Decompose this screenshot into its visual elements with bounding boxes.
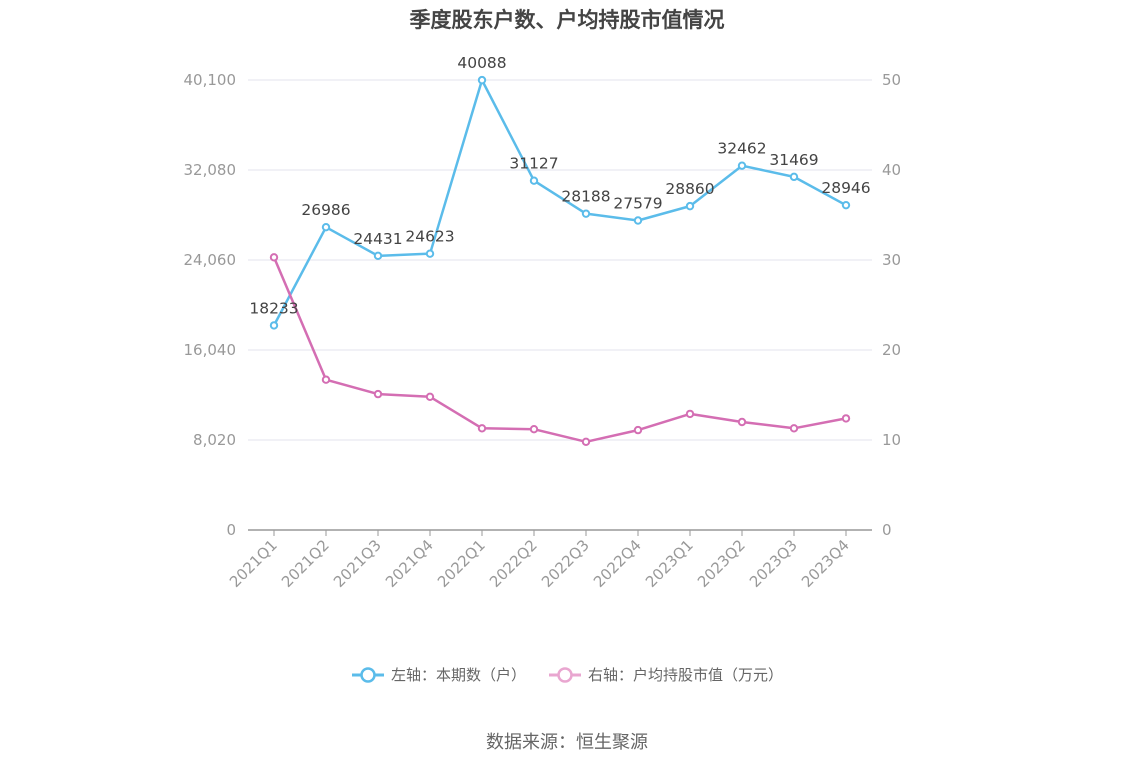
y-right-tick-label: 30: [882, 251, 901, 269]
x-tick-label: 2023Q3: [746, 536, 801, 591]
data-point-left: [789, 172, 799, 182]
x-tick-label: 2021Q1: [226, 536, 281, 591]
data-point-right: [581, 437, 591, 446]
data-point-right: [633, 425, 643, 435]
data-point-left: [373, 251, 383, 261]
data-point-left: [477, 75, 487, 85]
data-label-left: 28860: [665, 180, 714, 198]
y-left-tick-label: 24,060: [184, 251, 237, 269]
data-label-left: 27579: [613, 195, 662, 213]
series-line-left: [272, 78, 847, 326]
x-tick-label: 2023Q4: [798, 536, 853, 591]
data-point-left: [529, 176, 539, 185]
data-label-left: 31127: [509, 155, 558, 173]
x-tick-label: 2021Q4: [382, 536, 437, 591]
data-point-right: [841, 414, 851, 423]
data-label-left: 32462: [717, 140, 766, 158]
x-tick-label: 2021Q3: [330, 536, 385, 591]
data-point-left: [321, 222, 331, 232]
legend-label-left: 左轴：本期数（户）: [390, 666, 526, 684]
y-left-tick-label: 0: [226, 521, 236, 539]
grid-lines: [248, 79, 872, 441]
data-label-left: 40088: [457, 54, 506, 72]
data-point-left: [425, 249, 435, 258]
data-label-left: 28188: [561, 188, 610, 206]
data-label-left: 31469: [769, 151, 818, 169]
y-left-tick-label: 32,080: [184, 161, 237, 179]
series-lines: [269, 75, 851, 446]
series-line-right: [272, 256, 847, 444]
data-point-left: [269, 321, 279, 330]
legend-marker-right-icon: [549, 666, 581, 683]
y-left-tick-label: 16,040: [184, 341, 237, 359]
data-point-left: [633, 216, 643, 225]
data-label-left: 24623: [405, 228, 454, 246]
data-point-right: [321, 375, 331, 384]
y-right-tick-label: 50: [882, 71, 901, 89]
data-point-right: [477, 424, 487, 433]
x-tick-label: 2022Q1: [434, 536, 489, 591]
x-tick-label: 2023Q2: [694, 536, 749, 591]
legend: 左轴：本期数（户） 右轴：户均持股市值（万元）: [0, 664, 1134, 685]
y-right-tick-label: 20: [882, 341, 901, 359]
data-label-left: 28946: [821, 179, 870, 197]
data-point-right: [373, 389, 383, 399]
x-tick-label: 2021Q2: [278, 536, 333, 591]
legend-marker-left-icon: [351, 666, 384, 683]
y-right-tick-label: 10: [882, 431, 901, 449]
y-right-tick-label: 40: [882, 161, 901, 179]
data-point-left: [841, 200, 851, 210]
y-left-tick-label: 40,100: [184, 71, 237, 89]
y-right-tick-label: 0: [882, 521, 892, 539]
legend-label-right: 右轴：户均持股市值（万元）: [588, 666, 784, 684]
data-point-left: [581, 209, 591, 218]
data-point-right: [789, 424, 799, 433]
data-point-right: [737, 417, 747, 427]
data-point-right: [269, 253, 279, 262]
legend-item-left[interactable]: 左轴：本期数（户）: [351, 664, 526, 685]
chart-title: 季度股东户数、户均持股市值情况: [409, 8, 725, 32]
data-point-left: [737, 161, 747, 170]
data-point-right: [425, 392, 435, 401]
legend-item-right[interactable]: 右轴：户均持股市值（万元）: [548, 664, 783, 685]
x-tick-label: 2023Q1: [642, 536, 697, 591]
chart-canvas: 0 8,020 16,040 24,060 32,080 40,100 0 10 20 30 40 5…: [184, 54, 902, 591]
x-tick-label: 2022Q2: [486, 536, 541, 591]
x-tick-label: 2022Q4: [590, 536, 645, 591]
data-label-left: 26986: [301, 201, 350, 219]
y-left-tick-label: 8,020: [193, 431, 236, 449]
data-point-right: [685, 409, 695, 419]
data-point-left: [685, 201, 695, 211]
axes: 0 8,020 16,040 24,060 32,080 40,100 0 10 20 30 40 5…: [184, 71, 902, 591]
x-tick-label: 2022Q3: [538, 536, 593, 591]
source-note: 数据来源：恒生聚源: [486, 732, 648, 753]
data-label-left: 18233: [249, 299, 298, 317]
data-point-right: [529, 425, 539, 434]
data-label-left: 24431: [353, 230, 402, 248]
